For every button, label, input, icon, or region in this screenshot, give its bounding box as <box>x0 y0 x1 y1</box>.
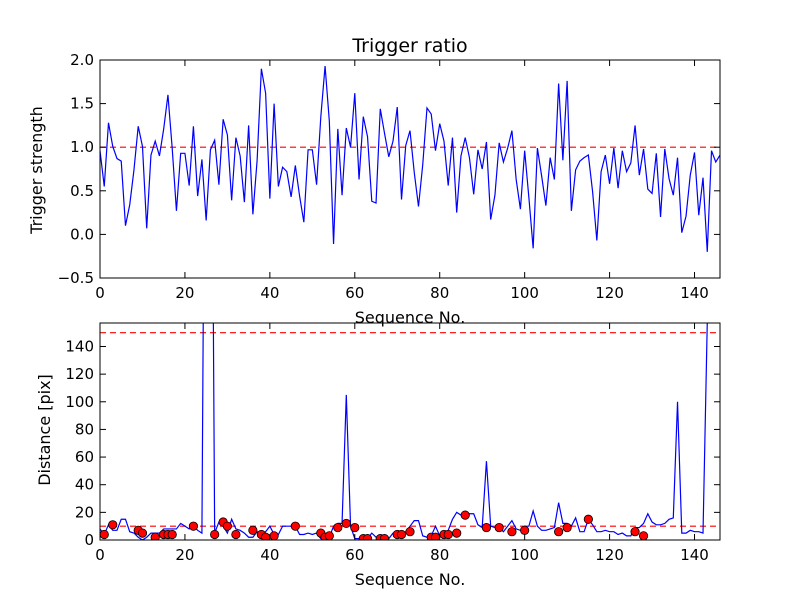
y-tick-label: 1.5 <box>70 95 94 113</box>
data-point-marker <box>362 534 373 540</box>
y-axis-label: Distance [pix] <box>35 374 54 486</box>
x-tick-label: 120 <box>595 284 624 302</box>
x-tick-label: 0 <box>95 546 105 564</box>
y-tick-label: 140 <box>65 337 94 355</box>
x-tick-label: 60 <box>345 546 364 564</box>
y-tick-label: 2.0 <box>70 51 94 69</box>
y-axis-label: Trigger strength <box>27 106 46 235</box>
x-tick-label: 80 <box>430 284 449 302</box>
data-point-marker <box>269 531 279 540</box>
data-point-marker <box>554 527 564 537</box>
data-point-marker <box>341 518 351 529</box>
y-ticks: 0 20 40 60 80 100 120 140 <box>65 337 720 549</box>
y-tick-label: 60 <box>75 448 94 466</box>
y-tick-label: 20 <box>75 503 94 521</box>
data-point-marker <box>460 510 470 520</box>
x-tick-label: 140 <box>680 284 709 302</box>
y-tick-label: 0.5 <box>70 182 94 200</box>
y-tick-label: 80 <box>75 420 94 438</box>
x-tick-label: 100 <box>510 546 539 564</box>
data-point-marker <box>324 531 334 540</box>
y-tick-label: 0.0 <box>70 225 94 243</box>
distance-chart: Sequence No. Distance [pix] 0 20 40 60 80 100… <box>35 322 721 589</box>
data-point-marker <box>443 529 453 540</box>
data-point-marker <box>630 527 640 537</box>
data-point-marker <box>562 522 572 533</box>
x-axis-label: Sequence No. <box>355 308 466 327</box>
x-tick-label: 0 <box>95 284 105 302</box>
plot-frame <box>99 322 721 541</box>
data-point-marker <box>210 529 220 540</box>
data-point-marker <box>222 521 232 531</box>
x-tick-label: 100 <box>510 284 539 302</box>
data-point-marker <box>583 514 593 524</box>
data-point-marker <box>638 531 649 540</box>
x-tick-label: 60 <box>345 284 364 302</box>
y-tick-label: 100 <box>65 393 94 411</box>
data-point-marker <box>231 529 241 540</box>
data-point-marker <box>333 522 343 533</box>
data-point-marker <box>379 534 390 540</box>
x-tick-label: 40 <box>260 546 279 564</box>
y-ticks: −0.5 0.0 0.5 1.0 1.5 2.0 <box>58 51 720 287</box>
data-point-marker <box>494 522 504 533</box>
data-point-marker <box>396 529 407 540</box>
y-tick-label: −0.5 <box>58 269 94 287</box>
series-line-0 <box>100 66 720 252</box>
data-point-marker <box>188 521 199 531</box>
data-point-marker <box>248 525 258 535</box>
data-point-marker <box>100 529 109 540</box>
data-point-marker <box>150 532 160 540</box>
series-layer <box>100 66 720 252</box>
data-point-marker <box>290 521 300 531</box>
y-tick-label: 40 <box>75 476 94 494</box>
data-point-marker <box>452 528 462 538</box>
data-point-marker <box>481 522 492 533</box>
x-tick-label: 40 <box>260 284 279 302</box>
x-tick-label: 20 <box>175 284 194 302</box>
data-point-marker <box>137 528 148 538</box>
plot-frame <box>99 59 721 279</box>
trigger-ratio-chart: Trigger ratio Sequence No. Trigger stren… <box>27 35 721 327</box>
marker-layer <box>100 510 649 540</box>
x-tick-label: 80 <box>430 546 449 564</box>
chart-title: Trigger ratio <box>351 35 467 57</box>
data-point-marker <box>350 522 360 533</box>
data-point-marker <box>405 527 415 537</box>
x-ticks: 0 20 40 60 80 100 120 140 <box>95 60 709 302</box>
y-tick-label: 0 <box>84 531 94 549</box>
data-point-marker <box>108 520 118 530</box>
y-tick-label: 1.0 <box>70 138 94 156</box>
data-point-marker <box>507 527 517 537</box>
x-tick-label: 140 <box>680 546 709 564</box>
x-ticks: 0 20 40 60 80 100 120 140 <box>95 323 709 564</box>
x-tick-label: 120 <box>595 546 624 564</box>
x-tick-label: 20 <box>175 546 194 564</box>
x-axis-label: Sequence No. <box>355 570 466 589</box>
y-tick-label: 120 <box>65 365 94 383</box>
data-point-marker <box>520 525 530 535</box>
data-point-marker <box>167 529 177 540</box>
